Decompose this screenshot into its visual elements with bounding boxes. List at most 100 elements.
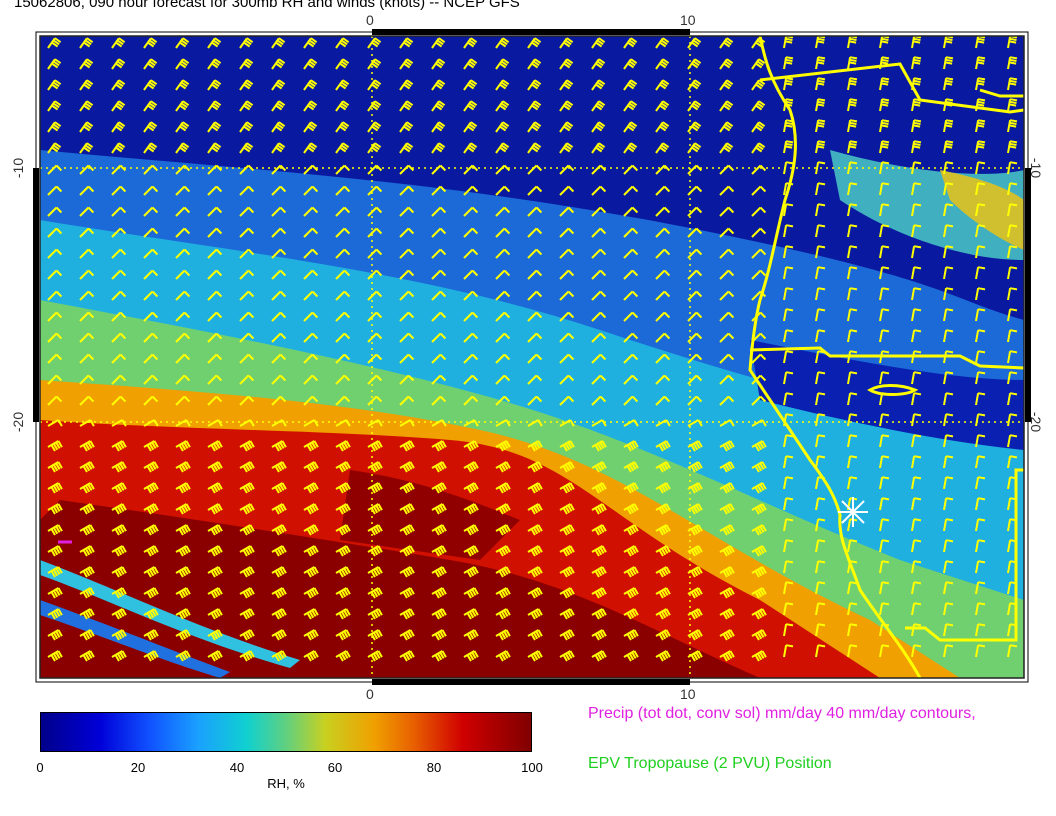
wind-barb: [751, 227, 767, 238]
wind-barb: [239, 100, 254, 112]
wind-barb: [623, 37, 638, 49]
wind-barb: [623, 79, 638, 91]
wind-barb: [495, 206, 511, 217]
wind-barb: [47, 629, 63, 641]
wind-barb: [431, 461, 447, 473]
wind-barb: [47, 332, 63, 343]
wind-barb: [847, 119, 858, 133]
wind-barb: [591, 58, 606, 70]
wind-barb: [847, 266, 858, 280]
wind-barb: [559, 37, 574, 49]
wind-barb: [399, 227, 415, 238]
wind-barb: [303, 206, 319, 217]
wind-barb: [143, 524, 159, 536]
wind-barb: [783, 602, 794, 616]
wind-barb: [47, 206, 63, 217]
wind-barb: [783, 245, 794, 259]
wind-barb: [111, 482, 127, 494]
wind-barb: [335, 58, 350, 70]
wind-barb: [239, 269, 255, 280]
wind-barb: [111, 100, 126, 112]
wind-barb: [751, 353, 767, 364]
wind-barb: [815, 119, 826, 133]
wind-barb: [207, 440, 223, 452]
wind-barb: [751, 545, 767, 557]
wind-barb: [111, 440, 127, 452]
wind-barb: [431, 37, 446, 49]
wind-barb: [47, 524, 63, 536]
wind-barb: [79, 248, 95, 259]
wind-barb: [463, 566, 479, 578]
wind-barb: [687, 290, 703, 301]
wind-barb: [847, 602, 858, 616]
wind-barb: [271, 629, 287, 641]
wind-barb: [367, 395, 383, 406]
colorbar-unit: RH, %: [267, 776, 305, 791]
wind-barb: [335, 227, 351, 238]
wind-barb: [239, 164, 255, 175]
wind-barb: [943, 266, 954, 280]
wind-barb: [143, 440, 159, 452]
coastline: [748, 36, 1024, 678]
wind-barb: [175, 37, 190, 49]
wind-barb: [943, 203, 954, 217]
wind-barb: [303, 311, 319, 322]
wind-barb: [79, 227, 95, 238]
wind-barb: [79, 545, 95, 557]
wind-barb: [815, 224, 826, 238]
wind-barb: [79, 79, 94, 91]
wind-barb: [1007, 56, 1018, 70]
wind-barb: [783, 371, 794, 385]
wind-barb: [463, 290, 479, 301]
wind-barb: [47, 395, 63, 406]
wind-barb: [207, 164, 223, 175]
wind-barb: [79, 121, 94, 133]
wind-barb: [79, 185, 95, 196]
wind-barb: [271, 440, 287, 452]
wind-barb: [559, 164, 575, 175]
wind-barb: [911, 644, 922, 658]
wind-barb: [751, 269, 767, 280]
wind-barb: [655, 629, 671, 641]
wind-barb: [47, 566, 63, 578]
wind-barb: [335, 524, 351, 536]
wind-barb: [79, 311, 95, 322]
wind-barb: [367, 503, 383, 515]
wind-barb: [143, 374, 159, 385]
wind-barb: [399, 37, 414, 49]
wind-barb: [431, 503, 447, 515]
wind-barb: [111, 269, 127, 280]
wind-barb: [143, 311, 159, 322]
wind-barb: [751, 524, 767, 536]
wind-barb: [271, 395, 287, 406]
wind-barb: [879, 203, 890, 217]
wind-barb: [559, 206, 575, 217]
wind-barb: [143, 332, 159, 343]
wind-barb: [47, 100, 62, 112]
wind-barb: [783, 497, 794, 511]
wind-barb: [367, 440, 383, 452]
wind-barb: [111, 608, 127, 620]
wind-barb: [911, 434, 922, 448]
wind-barb: [719, 374, 735, 385]
wind-barb: [687, 37, 702, 49]
wind-barb: [655, 419, 671, 427]
wind-barb: [591, 482, 607, 494]
wind-barb: [623, 374, 639, 385]
wind-barb: [1007, 644, 1018, 658]
wind-barb: [751, 482, 767, 494]
wind-barb: [47, 290, 63, 301]
wind-barb: [815, 560, 826, 574]
wind-barb: [815, 56, 826, 70]
wind-barb: [495, 290, 511, 301]
wind-barb: [143, 629, 159, 641]
wind-barb: [175, 58, 190, 70]
wind-barb: [783, 476, 794, 490]
wind-barb: [335, 269, 351, 280]
wind-barb: [367, 311, 383, 322]
wind-barb: [207, 248, 223, 259]
wind-barb: [815, 308, 826, 322]
wind-barb: [367, 608, 383, 620]
wind-barb: [527, 461, 543, 473]
wind-barb: [975, 581, 986, 595]
